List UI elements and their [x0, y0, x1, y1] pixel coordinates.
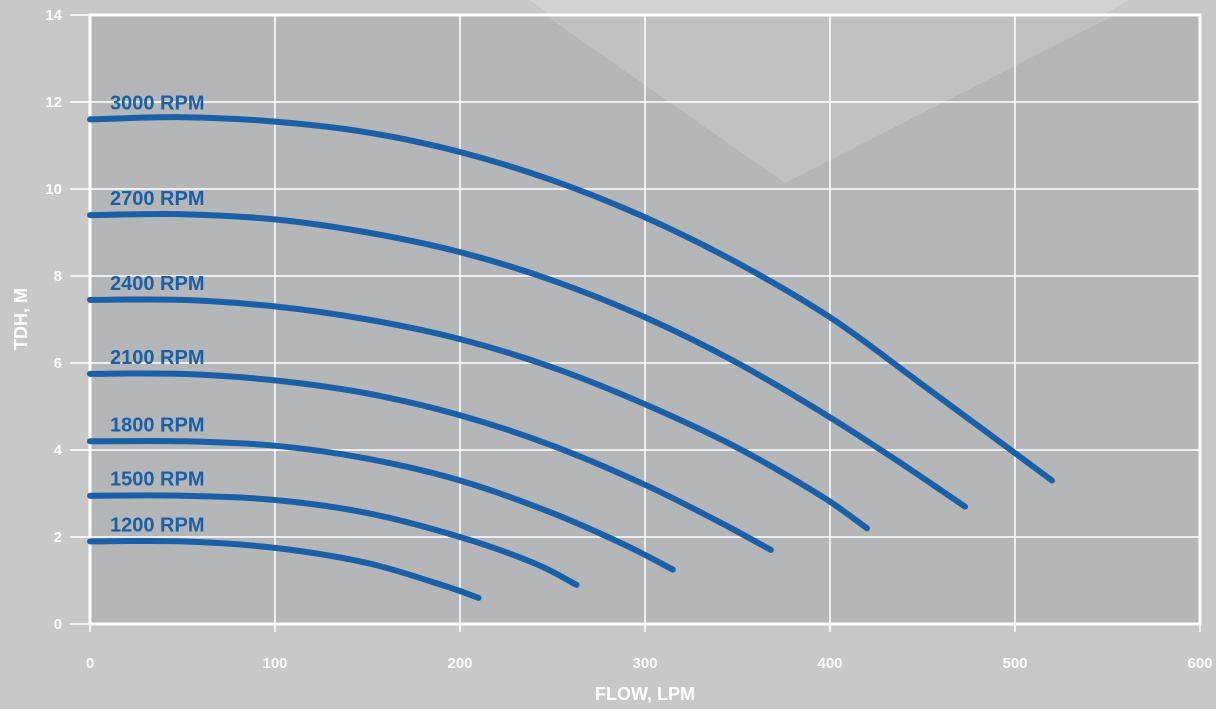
series-label-2400-rpm: 2400 RPM — [110, 273, 205, 295]
x-tick-label: 300 — [632, 655, 657, 672]
x-tick-label: 0 — [86, 655, 94, 672]
y-tick-label: 14 — [45, 7, 62, 24]
y-tick-label: 10 — [45, 181, 62, 198]
y-tick-label: 12 — [45, 94, 62, 111]
y-tick-label: 4 — [54, 442, 63, 459]
series-label-1500-rpm: 1500 RPM — [110, 469, 205, 491]
x-tick-label: 400 — [817, 655, 842, 672]
y-tick-label: 2 — [54, 529, 62, 546]
y-tick-label: 8 — [54, 268, 62, 285]
x-axis-label: FLOW, LPM — [595, 684, 695, 704]
series-label-1800-rpm: 1800 RPM — [110, 414, 205, 436]
x-tick-labels: 0 100 200 300 400 500 600 — [86, 655, 1213, 672]
series-label-3000-rpm: 3000 RPM — [110, 92, 205, 114]
y-tick-label: 0 — [54, 616, 62, 633]
x-tick-label: 100 — [262, 655, 287, 672]
series-label-1200-rpm: 1200 RPM — [110, 514, 205, 536]
y-tick-labels: 0 2 4 6 8 10 12 14 — [45, 7, 62, 633]
y-tick-label: 6 — [54, 355, 62, 372]
y-axis-label: TDH, M — [11, 288, 31, 350]
series-label-2700-rpm: 2700 RPM — [110, 188, 205, 210]
x-tick-label: 600 — [1187, 655, 1212, 672]
x-tick-label: 200 — [447, 655, 472, 672]
series-label-2100-rpm: 2100 RPM — [110, 347, 205, 369]
x-tick-label: 500 — [1002, 655, 1027, 672]
